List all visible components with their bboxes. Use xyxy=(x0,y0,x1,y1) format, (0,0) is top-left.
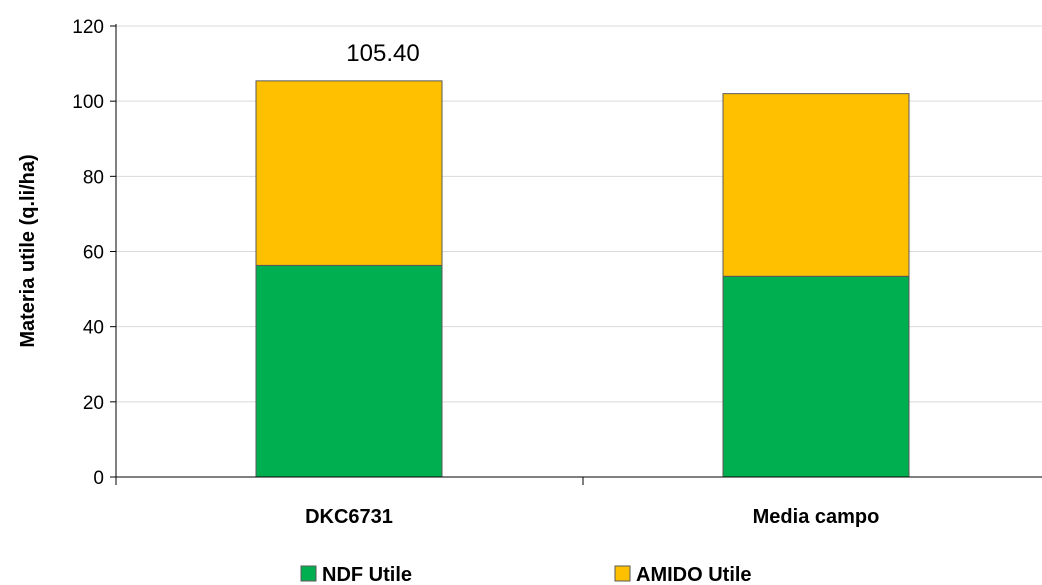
y-tick-label: 120 xyxy=(72,17,104,38)
y-tick-label: 0 xyxy=(93,468,104,489)
labels: 0 20 40 60 80 100 120 DKC6731 Media campo 105.40 xyxy=(72,17,879,528)
x-category-label: Media campo xyxy=(753,506,880,528)
data-label-total: 105.40 xyxy=(346,40,419,67)
y-tick-label: 40 xyxy=(83,318,104,339)
y-tick-label: 100 xyxy=(72,92,104,113)
y-tick-label: 20 xyxy=(83,393,104,414)
bar-segment-amido-utile xyxy=(722,93,910,277)
y-tick-label: 60 xyxy=(83,243,104,264)
bar-segment-ndf-utile xyxy=(722,275,910,478)
x-category-label: DKC6731 xyxy=(305,506,393,528)
legend-label: NDF Utile xyxy=(322,564,412,585)
legend-swatch xyxy=(614,565,631,582)
bar-segment-amido-utile xyxy=(255,80,443,266)
legend-swatch xyxy=(300,565,317,582)
axes xyxy=(110,24,1042,485)
legend: NDF Utile AMIDO Utile xyxy=(300,564,752,585)
legend-item: NDF Utile xyxy=(300,564,412,585)
legend-item: AMIDO Utile xyxy=(614,564,752,585)
bar-segment-ndf-utile xyxy=(255,264,443,478)
legend-label: AMIDO Utile xyxy=(636,564,752,585)
y-axis-title: Materia utile (q.li/ha) xyxy=(17,154,39,347)
y-tick-label: 80 xyxy=(83,167,104,188)
bars xyxy=(255,80,910,478)
